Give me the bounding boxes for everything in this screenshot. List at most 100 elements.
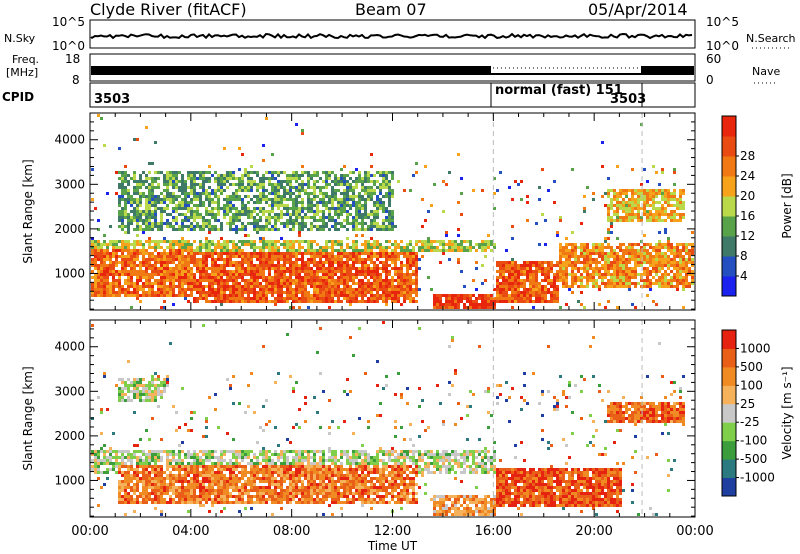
data-cell — [217, 252, 220, 255]
data-cell — [106, 270, 109, 273]
data-cell — [670, 210, 673, 213]
data-cell — [100, 294, 103, 297]
data-cell — [385, 252, 388, 255]
data-cell — [322, 291, 325, 294]
data-cell — [319, 264, 322, 267]
data-cell — [220, 228, 223, 231]
data-cell — [628, 276, 631, 279]
data-cell — [625, 210, 628, 213]
data-cell — [379, 228, 382, 231]
data-cell — [376, 288, 379, 291]
data-cell — [421, 246, 424, 249]
data-cell — [622, 261, 625, 264]
data-cell — [451, 297, 454, 300]
data-cell — [427, 246, 430, 249]
data-cell — [361, 300, 364, 303]
data-cell — [643, 234, 646, 237]
data-cell — [385, 267, 388, 270]
data-cell — [118, 255, 121, 258]
data-cell — [355, 207, 358, 210]
data-cell — [661, 267, 664, 270]
cpid-segment-1: 3503 — [94, 92, 130, 107]
data-cell — [145, 225, 148, 228]
data-cell — [265, 201, 268, 204]
data-cell — [520, 273, 523, 276]
data-cell — [337, 255, 340, 258]
data-cell — [685, 267, 688, 270]
data-cell — [154, 180, 157, 183]
data-cell — [112, 273, 115, 276]
data-cell — [370, 276, 373, 279]
data-cell — [193, 219, 196, 222]
data-cell — [322, 252, 325, 255]
data-cell — [250, 240, 253, 243]
data-cell — [274, 282, 277, 285]
data-cell — [115, 291, 118, 294]
data-cell — [250, 270, 253, 273]
data-cell — [673, 285, 676, 288]
data-cell — [409, 249, 412, 252]
data-cell — [226, 207, 229, 210]
data-cell — [142, 249, 145, 252]
data-cell — [304, 297, 307, 300]
data-cell — [631, 270, 634, 273]
data-cell — [139, 270, 142, 273]
data-cell — [352, 246, 355, 249]
data-cell — [640, 261, 643, 264]
data-cell — [235, 252, 238, 255]
data-cell — [688, 270, 691, 273]
data-cell — [265, 228, 268, 231]
data-cell — [202, 255, 205, 258]
data-cell — [685, 246, 688, 249]
data-cell — [172, 294, 175, 297]
data-cell — [310, 240, 313, 243]
data-cell — [325, 300, 328, 303]
data-cell — [133, 390, 136, 393]
data-cell — [307, 198, 310, 201]
data-cell — [388, 282, 391, 285]
data-cell — [331, 291, 334, 294]
data-cell — [379, 279, 382, 282]
data-cell — [376, 243, 379, 246]
data-cell — [307, 264, 310, 267]
data-cell — [595, 267, 598, 270]
data-cell — [277, 258, 280, 261]
data-cell — [277, 282, 280, 285]
data-cell — [274, 258, 277, 261]
data-cell — [172, 276, 175, 279]
data-cell — [220, 291, 223, 294]
data-cell — [106, 252, 109, 255]
data-cell — [346, 273, 349, 276]
data-cell — [241, 258, 244, 261]
data-cell — [316, 252, 319, 255]
data-cell — [286, 243, 289, 246]
data-cell — [244, 270, 247, 273]
data-cell — [187, 267, 190, 270]
data-cell — [229, 294, 232, 297]
data-cell — [247, 180, 250, 183]
data-cell — [544, 300, 547, 303]
data-cell — [337, 294, 340, 297]
data-cell — [292, 177, 295, 180]
data-cell — [112, 267, 115, 270]
data-cell — [268, 243, 271, 246]
data-cell — [94, 258, 97, 261]
data-cell — [220, 249, 223, 252]
data-cell — [625, 264, 628, 267]
data-cell — [226, 180, 229, 183]
data-cell — [580, 273, 583, 276]
data-cell — [238, 189, 241, 192]
data-cell — [541, 288, 544, 291]
data-cell — [217, 282, 220, 285]
data-cell — [94, 450, 97, 453]
nsearch-tick-low: 10^0 — [706, 39, 739, 53]
data-cell — [352, 300, 355, 303]
data-cell — [91, 237, 94, 240]
data-cell — [637, 219, 640, 222]
data-cell — [679, 273, 682, 276]
data-cell — [508, 279, 511, 282]
data-cell — [289, 216, 292, 219]
data-cell — [268, 228, 271, 231]
data-cell — [118, 390, 121, 393]
data-cell — [580, 246, 583, 249]
